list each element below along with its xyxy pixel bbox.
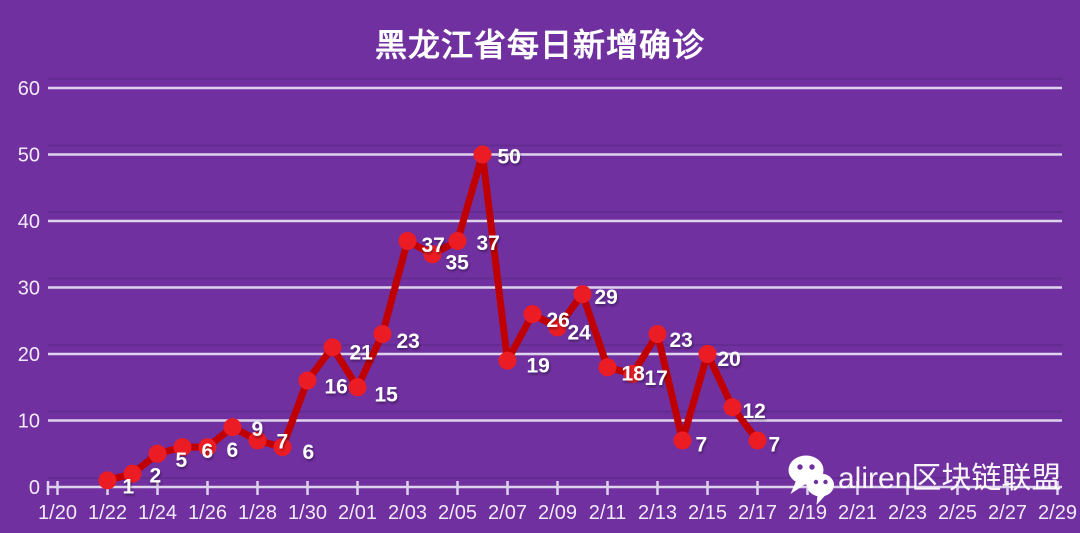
data-point	[523, 305, 542, 324]
x-tick-label: 2/05	[438, 502, 477, 524]
data-point-label: 17	[645, 367, 668, 390]
data-point-label: 7	[277, 430, 289, 453]
data-point	[173, 438, 192, 457]
data-point-label: 37	[477, 232, 500, 255]
data-point	[123, 464, 142, 483]
data-point	[298, 371, 317, 390]
data-point	[548, 318, 567, 337]
data-point-label: 35	[446, 251, 470, 274]
x-tick-label: 2/27	[988, 502, 1027, 524]
data-point	[673, 431, 692, 450]
x-tick-label: 2/09	[538, 502, 577, 524]
data-point-label: 7	[769, 433, 781, 456]
x-tick-label: 1/24	[138, 502, 177, 524]
data-point	[473, 145, 492, 164]
data-point	[273, 438, 292, 457]
x-tick-label: 2/01	[338, 502, 377, 524]
data-point	[698, 345, 717, 363]
x-tick-label: 1/28	[238, 502, 277, 524]
x-tick-label: 2/19	[788, 502, 827, 524]
data-point-label: 23	[397, 330, 420, 353]
data-point	[198, 438, 217, 457]
y-tick-label: 50	[18, 145, 40, 167]
data-point	[323, 338, 342, 357]
data-line	[104, 151, 761, 484]
data-point-label: 18	[622, 362, 646, 385]
y-tick-label: 40	[18, 211, 40, 233]
data-point	[448, 231, 467, 250]
data-point	[623, 364, 642, 383]
data-point-label: 26	[547, 309, 570, 332]
data-point	[398, 231, 417, 250]
data-point-label: 1	[123, 475, 135, 498]
chart-title: 黑龙江省每日新增确诊	[374, 27, 705, 63]
y-tick-label: 0	[29, 477, 40, 499]
data-point-label: 50	[498, 146, 521, 169]
data-point	[223, 418, 242, 437]
data-point-label: 6	[227, 439, 239, 462]
data-point	[348, 378, 367, 397]
data-point	[423, 245, 442, 264]
data-point-label: 6	[303, 441, 315, 464]
y-tick-label: 60	[18, 78, 40, 100]
wechat-icon	[788, 455, 834, 505]
x-tick-label: 2/11	[589, 502, 626, 524]
data-point-label: 6	[202, 440, 214, 463]
x-tick-label: 2/15	[688, 502, 727, 524]
x-tick-label: 2/25	[938, 502, 977, 524]
data-point	[648, 325, 667, 344]
data-point-label: 7	[696, 433, 708, 456]
data-point-label: 19	[527, 355, 550, 378]
x-tick-label: 2/21	[838, 502, 877, 524]
data-point-label: 2	[150, 465, 162, 488]
data-point	[573, 285, 592, 304]
data-point-label: 23	[670, 329, 693, 352]
x-tick-label: 2/17	[738, 502, 777, 524]
data-point-label: 29	[595, 286, 618, 309]
x-tick-label: 2/13	[638, 502, 677, 524]
data-point-label: 12	[743, 400, 766, 423]
data-point	[98, 471, 117, 490]
data-point-label: 15	[375, 383, 399, 406]
y-tick-label: 30	[18, 278, 40, 300]
data-point-label: 24	[568, 321, 592, 344]
y-tick-label: 10	[18, 411, 40, 433]
data-point-label: 9	[252, 418, 264, 441]
x-tick-label: 1/22	[88, 502, 127, 524]
x-tick-label: 2/23	[888, 502, 927, 524]
data-point	[723, 398, 742, 417]
data-point	[248, 431, 267, 450]
data-point	[748, 431, 767, 450]
data-point-label: 20	[718, 348, 741, 371]
data-point-label: 37	[422, 234, 445, 257]
x-tick-label: 1/30	[288, 502, 327, 524]
data-point	[498, 351, 517, 370]
watermark-text: aliren区块链联盟	[838, 462, 1062, 495]
data-point-label: 16	[325, 376, 348, 399]
x-tick-label: 2/29	[1038, 502, 1077, 524]
y-tick-label: 20	[18, 344, 40, 366]
data-point-label: 5	[176, 449, 188, 472]
x-tick-label: 1/20	[38, 502, 77, 524]
watermark: aliren区块链联盟	[783, 452, 1061, 506]
data-point-label: 21	[350, 341, 374, 364]
x-tick-label: 2/07	[488, 502, 527, 524]
x-tick-label: 1/26	[188, 502, 227, 524]
x-tick-label: 2/03	[388, 502, 427, 524]
data-point	[148, 444, 167, 463]
data-point	[373, 325, 392, 344]
data-point	[598, 358, 617, 377]
